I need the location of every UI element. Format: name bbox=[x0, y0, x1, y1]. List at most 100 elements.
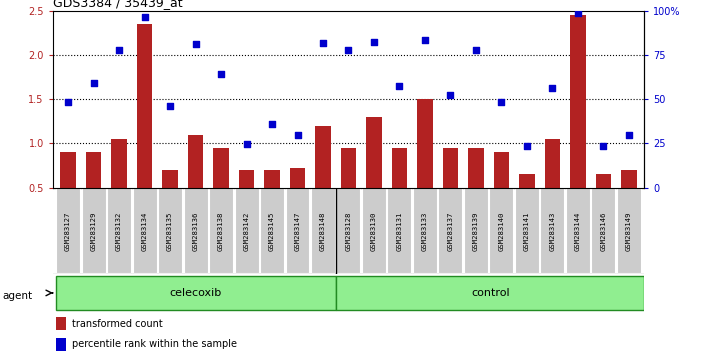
Bar bbox=[392, 148, 407, 188]
Text: celecoxib: celecoxib bbox=[170, 288, 222, 298]
Text: GSM283137: GSM283137 bbox=[448, 211, 453, 251]
FancyBboxPatch shape bbox=[56, 188, 80, 274]
FancyBboxPatch shape bbox=[464, 188, 488, 274]
Bar bbox=[494, 152, 509, 188]
FancyBboxPatch shape bbox=[260, 188, 284, 274]
FancyBboxPatch shape bbox=[617, 188, 641, 274]
Bar bbox=[239, 170, 254, 188]
Bar bbox=[56, 318, 66, 330]
FancyBboxPatch shape bbox=[158, 188, 182, 274]
Bar bbox=[61, 152, 76, 188]
Text: transformed count: transformed count bbox=[72, 319, 163, 329]
Point bbox=[496, 99, 507, 105]
FancyBboxPatch shape bbox=[362, 188, 386, 274]
Text: GSM283139: GSM283139 bbox=[473, 211, 479, 251]
FancyBboxPatch shape bbox=[566, 188, 590, 274]
FancyBboxPatch shape bbox=[311, 188, 335, 274]
Text: GSM283142: GSM283142 bbox=[244, 211, 249, 251]
Bar bbox=[265, 170, 279, 188]
Point bbox=[63, 99, 74, 105]
Bar bbox=[596, 175, 611, 188]
Text: GSM283138: GSM283138 bbox=[218, 211, 224, 251]
Point bbox=[368, 39, 379, 45]
Point bbox=[420, 37, 431, 43]
Point bbox=[292, 132, 303, 137]
Text: GSM283129: GSM283129 bbox=[91, 211, 96, 251]
Text: GSM283147: GSM283147 bbox=[294, 211, 301, 251]
Point bbox=[190, 41, 201, 47]
Bar bbox=[86, 152, 101, 188]
Text: GSM283131: GSM283131 bbox=[396, 211, 403, 251]
Bar bbox=[290, 168, 305, 188]
FancyBboxPatch shape bbox=[439, 188, 463, 274]
Bar bbox=[163, 170, 177, 188]
Text: GSM283141: GSM283141 bbox=[524, 211, 530, 251]
Point bbox=[343, 48, 354, 53]
FancyBboxPatch shape bbox=[132, 188, 156, 274]
Text: GSM283149: GSM283149 bbox=[626, 211, 632, 251]
FancyBboxPatch shape bbox=[489, 188, 513, 274]
FancyBboxPatch shape bbox=[387, 188, 411, 274]
Bar bbox=[213, 148, 229, 188]
Point bbox=[521, 143, 532, 149]
Point bbox=[165, 103, 176, 109]
Bar bbox=[366, 117, 382, 188]
Bar bbox=[111, 139, 127, 188]
Point bbox=[623, 132, 634, 137]
FancyBboxPatch shape bbox=[107, 188, 131, 274]
Text: control: control bbox=[471, 288, 510, 298]
Bar bbox=[56, 338, 66, 351]
FancyBboxPatch shape bbox=[234, 188, 258, 274]
Bar bbox=[188, 135, 203, 188]
Text: GSM283134: GSM283134 bbox=[142, 211, 148, 251]
Point bbox=[215, 72, 227, 77]
Bar bbox=[341, 148, 356, 188]
FancyBboxPatch shape bbox=[591, 188, 615, 274]
Text: GDS3384 / 35439_at: GDS3384 / 35439_at bbox=[53, 0, 182, 10]
Text: GSM283136: GSM283136 bbox=[192, 211, 199, 251]
Text: agent: agent bbox=[3, 291, 33, 301]
Text: percentile rank within the sample: percentile rank within the sample bbox=[72, 339, 237, 349]
Bar bbox=[443, 148, 458, 188]
Point bbox=[241, 141, 252, 147]
FancyBboxPatch shape bbox=[541, 188, 565, 274]
Point bbox=[88, 80, 99, 86]
Bar bbox=[137, 24, 152, 188]
Bar bbox=[417, 99, 432, 188]
Bar bbox=[337, 276, 644, 310]
Text: GSM283140: GSM283140 bbox=[498, 211, 505, 251]
Text: GSM283133: GSM283133 bbox=[422, 211, 428, 251]
Point bbox=[572, 10, 584, 16]
Text: GSM283130: GSM283130 bbox=[371, 211, 377, 251]
Bar bbox=[570, 15, 586, 188]
Point bbox=[318, 41, 329, 46]
Text: GSM283146: GSM283146 bbox=[601, 211, 606, 251]
Text: GSM283148: GSM283148 bbox=[320, 211, 326, 251]
FancyBboxPatch shape bbox=[515, 188, 539, 274]
Point bbox=[266, 121, 277, 127]
Bar bbox=[315, 126, 331, 188]
Text: GSM283128: GSM283128 bbox=[346, 211, 351, 251]
Point bbox=[445, 92, 456, 97]
Text: GSM283143: GSM283143 bbox=[549, 211, 555, 251]
FancyBboxPatch shape bbox=[337, 188, 360, 274]
Point bbox=[470, 48, 482, 53]
Text: GSM283135: GSM283135 bbox=[167, 211, 173, 251]
Text: GSM283145: GSM283145 bbox=[269, 211, 275, 251]
Bar bbox=[621, 170, 636, 188]
Bar bbox=[545, 139, 560, 188]
Bar bbox=[56, 276, 336, 310]
Point bbox=[113, 48, 125, 53]
FancyBboxPatch shape bbox=[209, 188, 233, 274]
Text: GSM283127: GSM283127 bbox=[65, 211, 71, 251]
FancyBboxPatch shape bbox=[286, 188, 310, 274]
Bar bbox=[468, 148, 484, 188]
Point bbox=[598, 143, 609, 149]
FancyBboxPatch shape bbox=[413, 188, 437, 274]
Text: GSM283132: GSM283132 bbox=[116, 211, 122, 251]
Point bbox=[139, 14, 150, 19]
Point bbox=[394, 83, 405, 89]
FancyBboxPatch shape bbox=[82, 188, 106, 274]
Point bbox=[547, 85, 558, 91]
Text: GSM283144: GSM283144 bbox=[575, 211, 581, 251]
